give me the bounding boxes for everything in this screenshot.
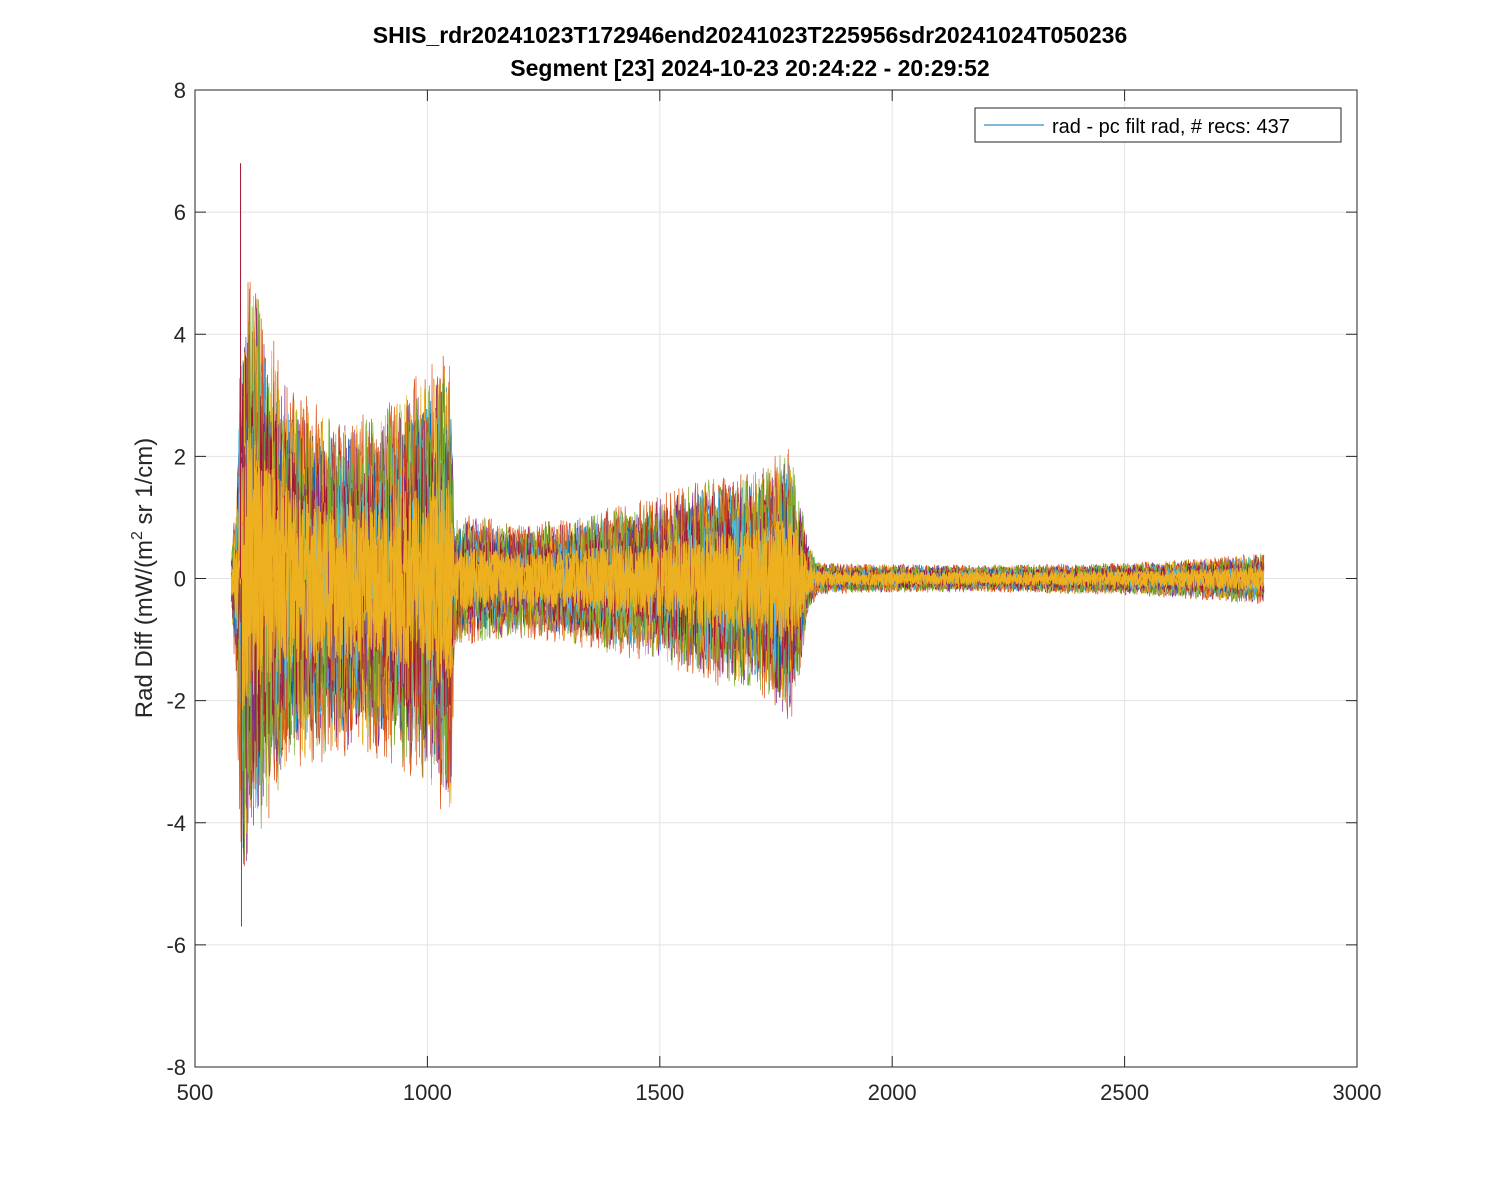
x-tick-label: 3000 <box>1333 1080 1382 1105</box>
x-tick-label: 1500 <box>635 1080 684 1105</box>
x-tick-label: 500 <box>177 1080 214 1105</box>
y-tick-label: 2 <box>174 444 186 469</box>
legend: rad - pc filt rad, # recs: 437 <box>974 107 1342 143</box>
y-tick-label: 6 <box>174 200 186 225</box>
y-tick-label: 8 <box>174 78 186 103</box>
legend-label: rad - pc filt rad, # recs: 437 <box>1052 116 1290 138</box>
trace-line-core <box>230 444 1265 707</box>
x-tick-label: 1000 <box>403 1080 452 1105</box>
axes-box <box>194 89 1358 1068</box>
x-tick-label: 2500 <box>1100 1080 1149 1105</box>
trace-line-core <box>230 433 1265 711</box>
x-tick-label: 2000 <box>868 1080 917 1105</box>
tick-labels: 500 1000 1500 2000 2500 3000 -8 -6 -4 -2 0 2 4 6 8 <box>166 78 1381 1105</box>
y-axis-label: Rad Diff (mW/(m2 sr 1/cm) <box>129 438 158 718</box>
y-axis-label-superscript: 2 <box>129 531 146 540</box>
data-traces <box>230 163 1265 927</box>
trace-line <box>230 391 1265 769</box>
chart-title: SHIS_rdr20241023T172946end20241023T22595… <box>372 22 1128 48</box>
chart-subtitle: Segment [23] 2024-10-23 20:24:22 - 20:29… <box>510 55 990 81</box>
y-tick-label: 0 <box>174 567 186 592</box>
y-tick-label: -8 <box>166 1055 186 1080</box>
y-tick-label: 4 <box>174 322 186 347</box>
y-tick-label: -2 <box>166 689 186 714</box>
y-tick-label: -4 <box>166 811 186 836</box>
y-tick-label: -6 <box>166 933 186 958</box>
